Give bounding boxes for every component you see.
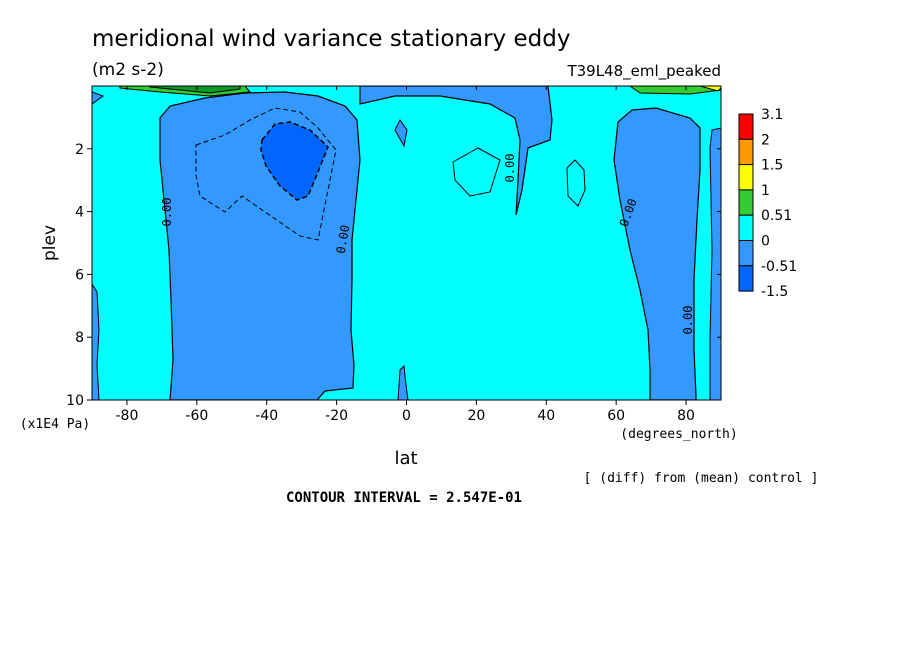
y-tick-label: 4 bbox=[75, 205, 84, 221]
negative-region-west-top bbox=[92, 91, 105, 105]
contour-label-3: 0.00 bbox=[503, 154, 517, 183]
negative-region-northern bbox=[613, 107, 701, 400]
colorbar-swatch bbox=[738, 214, 754, 241]
colorbar-label: 0.51 bbox=[761, 208, 792, 224]
negative-region-northern-upper bbox=[359, 86, 553, 216]
contour-interval: CONTOUR INTERVAL = 2.547E-01 bbox=[286, 490, 522, 506]
colorbar: 3.1 2 1.5 1 0.51 0 -0.51 -1.5 bbox=[738, 107, 797, 300]
y-tick-label: 6 bbox=[75, 267, 84, 283]
colorbar-swatch bbox=[738, 189, 754, 216]
colorbar-label: -0.51 bbox=[761, 259, 797, 275]
colorbar-swatch bbox=[738, 265, 754, 292]
chart-title: meridional wind variance stationary eddy bbox=[92, 26, 570, 52]
colorbar-label: 3.1 bbox=[761, 107, 783, 123]
contour-label-2: 0.00 bbox=[334, 224, 353, 255]
diff-note: [ (diff) from (mean) control ] bbox=[584, 471, 819, 486]
x-tick-label: 20 bbox=[467, 408, 485, 424]
y-axis: 2 4 6 8 10 bbox=[66, 142, 721, 409]
negative-region-west-edge bbox=[92, 283, 100, 400]
thin-contour-midlat bbox=[452, 147, 501, 197]
y-tick-label: 8 bbox=[75, 330, 84, 346]
x-tick-label: 40 bbox=[537, 408, 555, 424]
colorbar-label: 1.5 bbox=[761, 158, 783, 174]
x-tick-label: -20 bbox=[325, 408, 348, 424]
y-axis-label: plev bbox=[40, 225, 60, 261]
contour-label-5: 0.00 bbox=[681, 306, 695, 335]
x-tick-label: 0 bbox=[402, 408, 411, 424]
strong-negative-core bbox=[260, 121, 329, 201]
y-tick-label: 2 bbox=[75, 142, 84, 158]
dashed-contour-southern bbox=[195, 107, 337, 241]
x-tick-label: -80 bbox=[116, 408, 139, 424]
positive-band-top-north bbox=[629, 86, 721, 95]
y-tick-label: 10 bbox=[66, 393, 84, 409]
x-axis: -80 -60 -40 -20 0 20 40 60 80 bbox=[116, 86, 695, 424]
x-axis-units: (degrees_north) bbox=[620, 427, 737, 442]
positive-band-top-east bbox=[699, 86, 721, 92]
colorbar-swatch bbox=[738, 164, 754, 191]
x-tick-label: -60 bbox=[185, 408, 208, 424]
colorbar-swatch bbox=[738, 138, 754, 166]
colorbar-label: 2 bbox=[761, 132, 770, 148]
colorbar-label: 1 bbox=[761, 183, 770, 199]
negative-region-southern bbox=[159, 91, 361, 400]
negative-region-equator-diamond bbox=[394, 119, 408, 148]
colorbar-label: -1.5 bbox=[761, 284, 788, 300]
x-tick-label: -40 bbox=[255, 408, 278, 424]
thin-contour-north bbox=[566, 159, 586, 207]
colorbar-swatch bbox=[738, 113, 754, 140]
x-tick-label: 60 bbox=[607, 408, 625, 424]
negative-region-polar-north bbox=[709, 127, 721, 400]
negative-region-equator-bottom bbox=[397, 364, 409, 400]
y-axis-units: (x1E4 Pa) bbox=[20, 417, 90, 432]
run-label: T39L48_eml_peaked bbox=[566, 62, 721, 81]
x-axis-label: lat bbox=[394, 448, 417, 469]
contour-label-1: 0.00 bbox=[160, 198, 174, 227]
x-tick-label: 80 bbox=[677, 408, 695, 424]
plot-area: 0.00 0.00 0.00 0.00 0.00 bbox=[92, 86, 721, 400]
chart-units: (m2 s-2) bbox=[92, 60, 164, 80]
colorbar-label: 0 bbox=[761, 234, 770, 250]
colorbar-swatch bbox=[738, 240, 754, 267]
